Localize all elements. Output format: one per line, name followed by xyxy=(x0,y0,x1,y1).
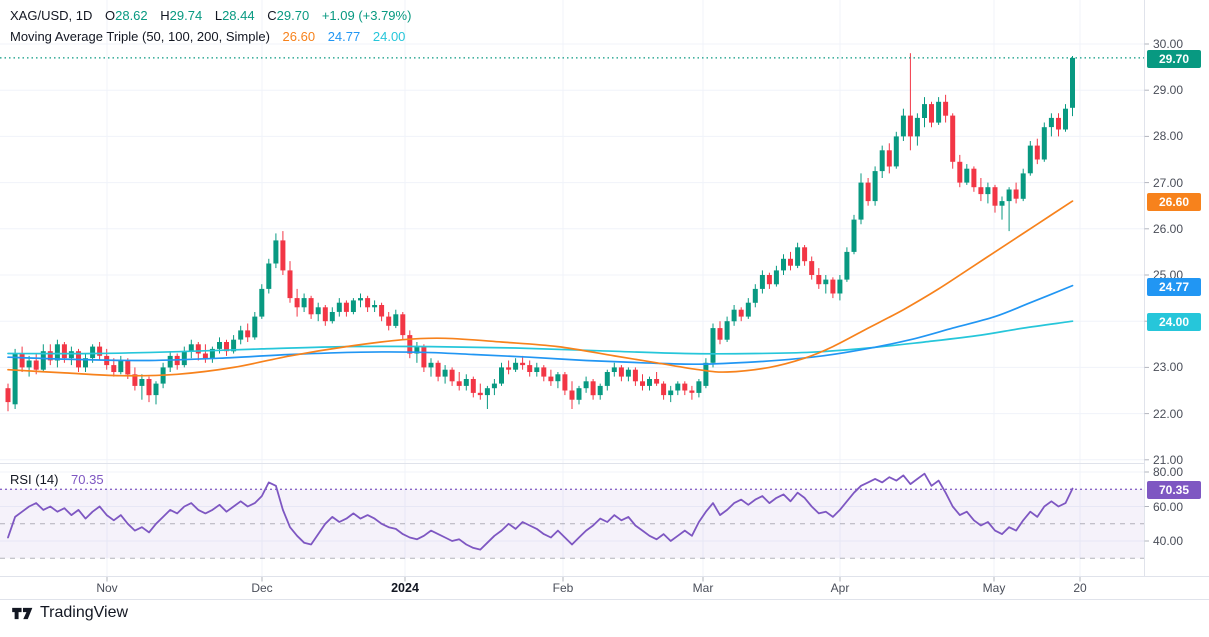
price-badge: 26.60 xyxy=(1147,193,1201,212)
rsi-value: 70.35 xyxy=(71,472,104,487)
low-label: L xyxy=(214,8,223,23)
rsi-badge: 70.35 xyxy=(1147,480,1201,499)
close-value: 29.70 xyxy=(276,8,310,23)
brand-text: TradingView xyxy=(40,604,129,621)
ma-line-sma50 xyxy=(7,200,1074,377)
price-badge: 24.00 xyxy=(1147,313,1201,332)
price-axis-label: 22.00 xyxy=(1153,406,1184,421)
ma100-value: 24.77 xyxy=(327,29,361,44)
candlestick-series xyxy=(5,53,1075,412)
price-axis-label: 27.00 xyxy=(1153,175,1184,190)
high-label: H xyxy=(160,8,170,23)
ma-line-sma200 xyxy=(7,320,1074,355)
price-axis-label: 28.00 xyxy=(1153,129,1184,144)
rsi-axis-label: 80.00 xyxy=(1153,465,1184,479)
price-axis[interactable]: 30.0029.0028.0027.0026.0025.0024.0023.00… xyxy=(1145,0,1209,576)
ma200-value: 24.00 xyxy=(372,29,406,44)
rsi-axis-label: 60.00 xyxy=(1153,499,1184,514)
low-value: 28.44 xyxy=(222,8,255,23)
rsi-line xyxy=(7,472,1074,551)
rsi-legend[interactable]: RSI (14) 70.35 xyxy=(10,472,104,487)
price-axis-label: 23.00 xyxy=(1153,360,1184,375)
ma50-value: 26.60 xyxy=(282,29,316,44)
price-badge: 29.70 xyxy=(1147,49,1201,68)
time-axis-label: 2024 xyxy=(391,581,419,595)
time-axis-label: 20 xyxy=(1073,581,1087,595)
symbol-legend[interactable]: XAG/USD, 1D O28.62 H29.74 L28.44 C29.70 … xyxy=(10,8,411,23)
symbol-title: XAG/USD, 1D xyxy=(10,8,93,23)
time-axis-label: Apr xyxy=(830,581,850,595)
time-axis-label: Dec xyxy=(251,581,273,595)
time-axis[interactable]: Nov Dec 2024 Feb Mar Apr May 20 xyxy=(0,577,1209,599)
close-label: C xyxy=(267,8,277,23)
tradingview-attribution[interactable]: TradingView xyxy=(12,604,128,622)
time-axis-label: Feb xyxy=(552,581,574,595)
tradingview-logo-icon xyxy=(12,607,33,619)
high-value: 29.74 xyxy=(169,8,203,23)
change-value: +1.09 (+3.79%) xyxy=(321,8,412,23)
price-axis-label: 30.00 xyxy=(1153,37,1184,51)
ma-indicator-title: Moving Average Triple (50, 100, 200, Sim… xyxy=(10,29,270,44)
time-axis-label: Nov xyxy=(96,581,118,595)
open-value: 28.62 xyxy=(115,8,148,23)
price-axis-label: 29.00 xyxy=(1153,83,1184,98)
time-axis-label: May xyxy=(982,581,1006,595)
price-axis-label: 21.00 xyxy=(1153,452,1184,467)
rsi-axis-label: 40.00 xyxy=(1153,534,1184,548)
open-label: O xyxy=(104,8,116,23)
price-badge: 24.77 xyxy=(1147,277,1201,296)
ma-legend[interactable]: Moving Average Triple (50, 100, 200, Sim… xyxy=(10,29,405,44)
price-axis-label: 26.00 xyxy=(1153,221,1184,236)
time-axis-label: Mar xyxy=(692,581,714,595)
rsi-indicator-title: RSI (14) xyxy=(10,472,59,487)
ma-line-sma100 xyxy=(7,284,1074,366)
